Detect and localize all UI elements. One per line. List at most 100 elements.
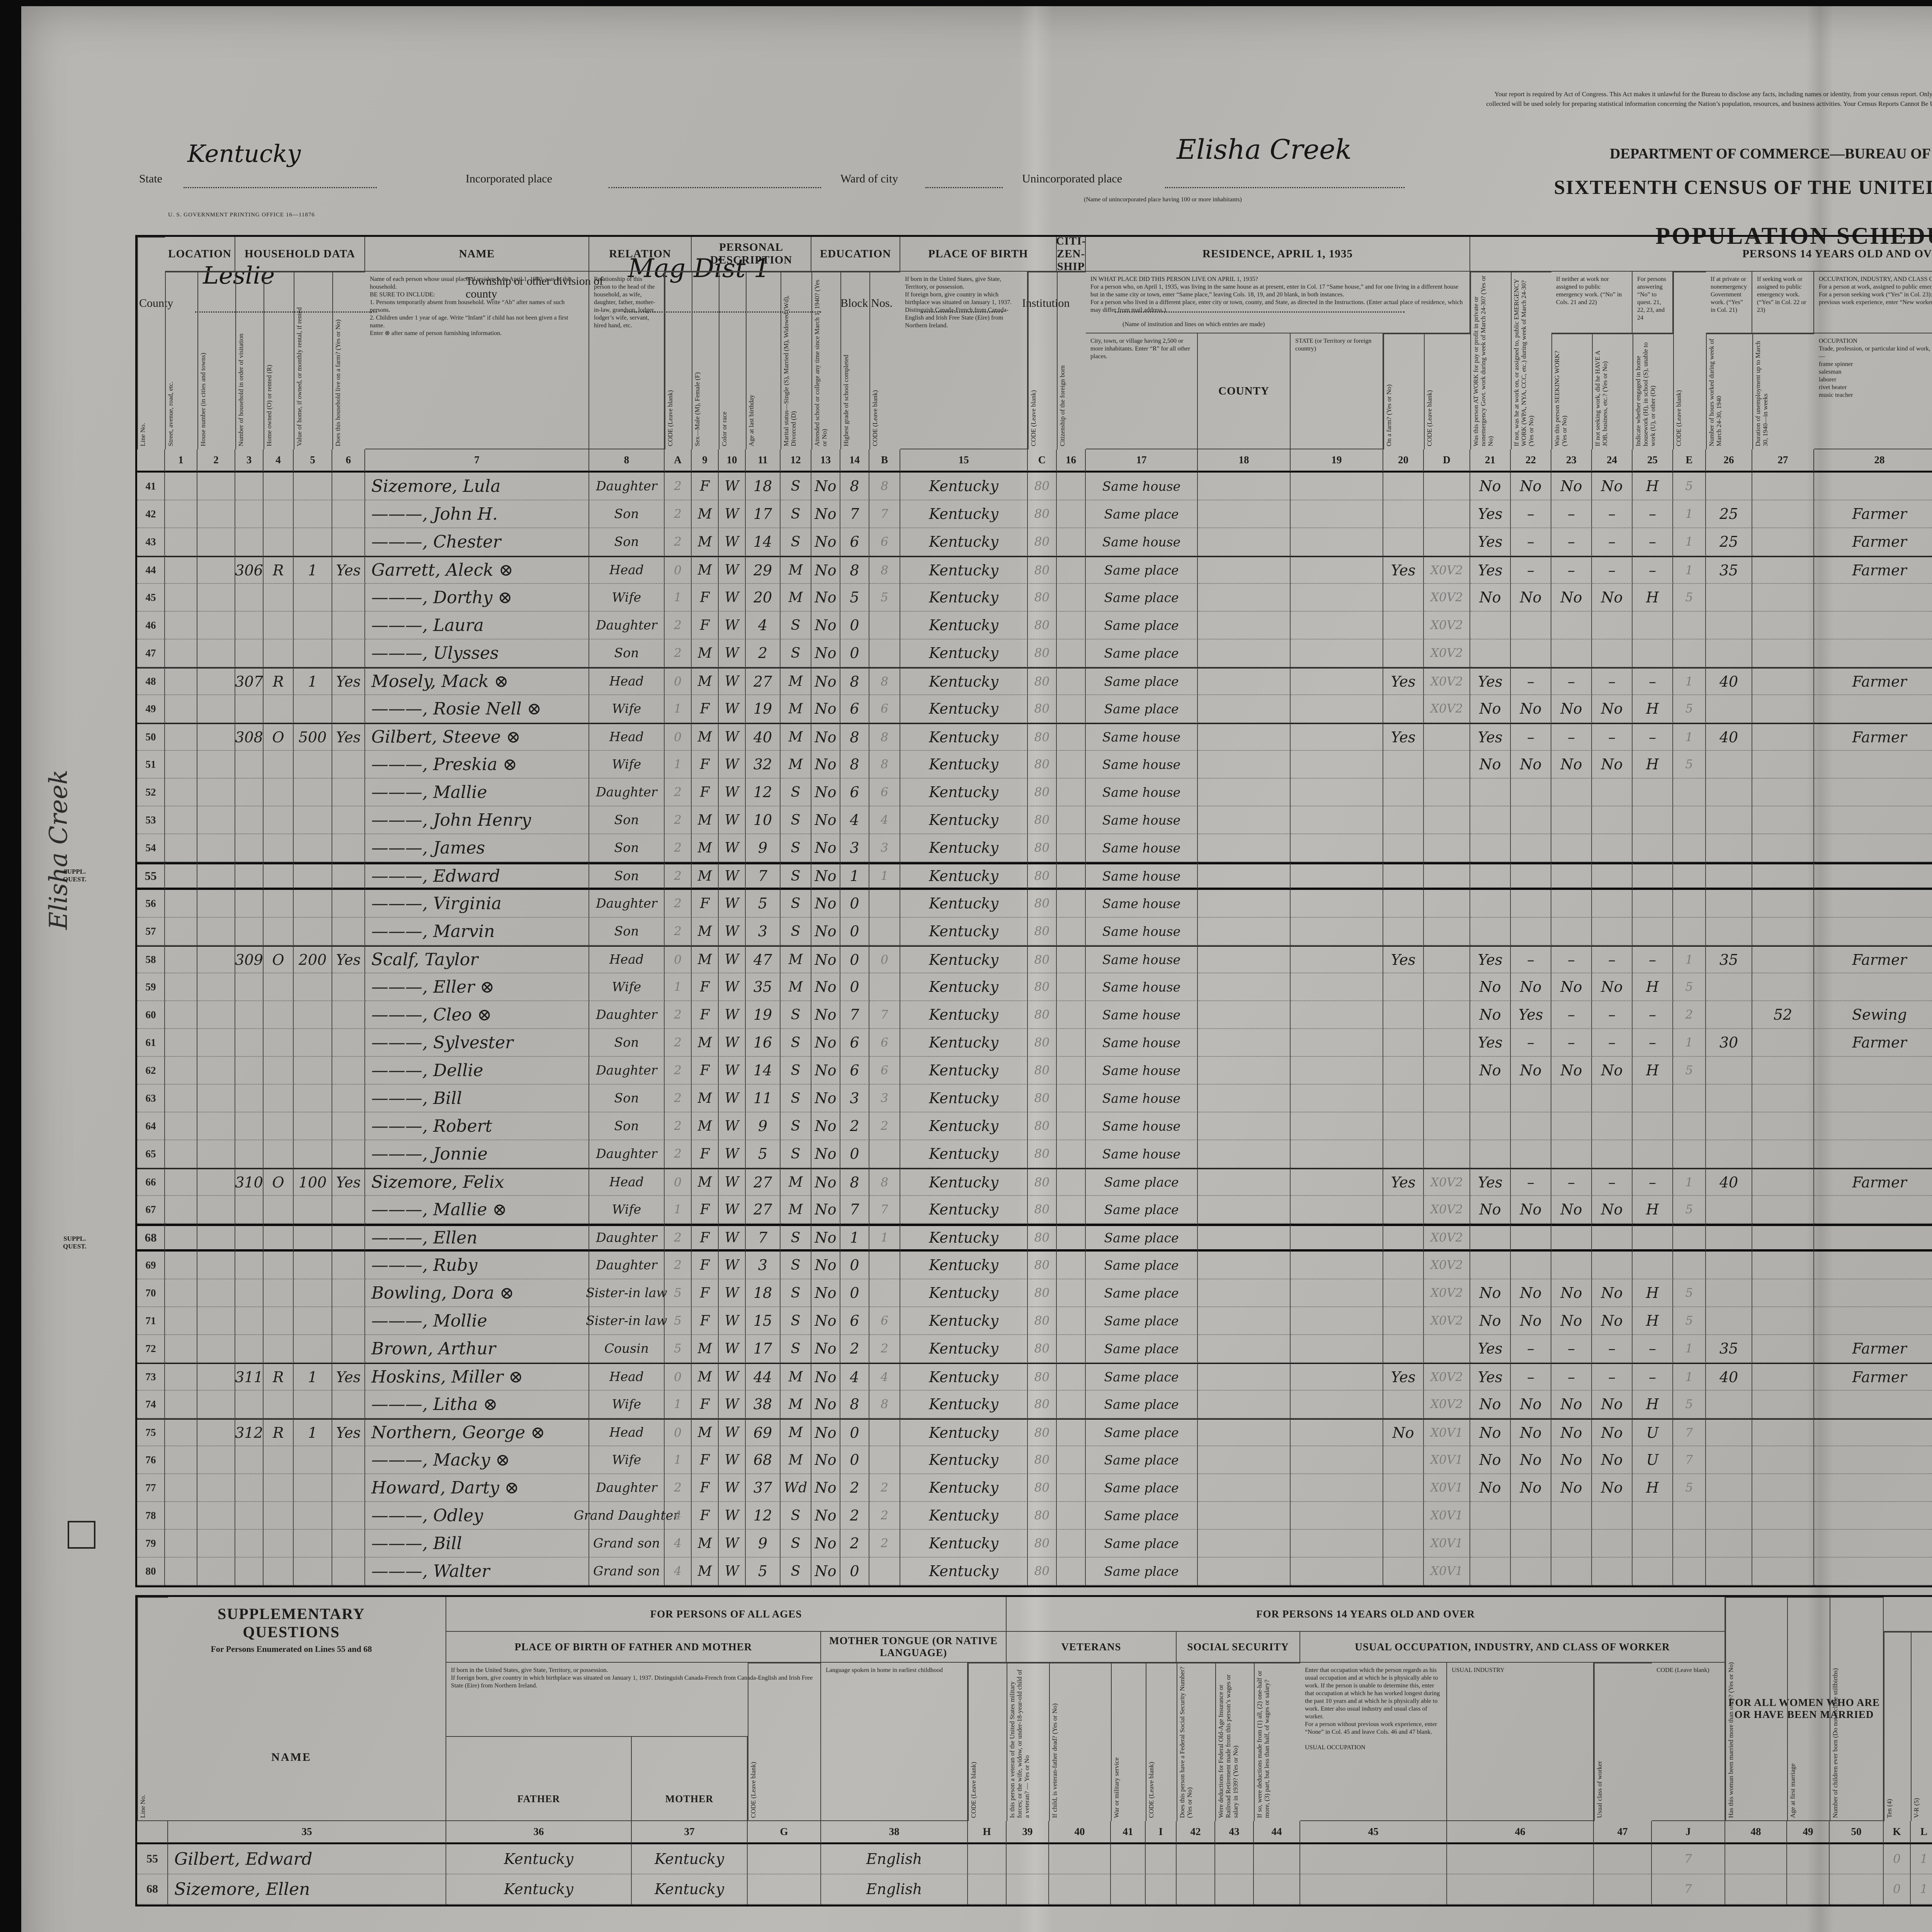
- row79-farm: [332, 1530, 365, 1558]
- row63-sex: M: [692, 1085, 719, 1112]
- row58-dur: [1752, 946, 1814, 973]
- row74-hrs: [1706, 1391, 1752, 1418]
- row48-cD: X0V2: [1424, 667, 1470, 695]
- row42-q24: –: [1592, 500, 1633, 528]
- row47-res: Same place: [1086, 639, 1198, 667]
- state-value: Kentucky: [187, 139, 301, 168]
- row73-q23: –: [1551, 1363, 1592, 1391]
- row47-occ: [1814, 639, 1932, 667]
- row65-sex: F: [692, 1140, 719, 1168]
- row42-dur: [1752, 500, 1814, 528]
- row76-farm: [332, 1446, 365, 1474]
- row59-rel: Wife: [589, 973, 665, 1001]
- row68-q22: [1511, 1224, 1551, 1252]
- row48-ln: 48: [137, 667, 165, 695]
- row56-bpl: Kentucky: [900, 890, 1028, 918]
- row57-q25: [1633, 918, 1673, 946]
- unincorporated-label: Unincorporated place: [1022, 172, 1122, 185]
- row49-cit: [1057, 695, 1086, 723]
- row53-cit: [1057, 806, 1086, 834]
- row54-sex: M: [692, 834, 719, 862]
- row50-occ: Farmer: [1814, 723, 1932, 751]
- row76-cB: [869, 1446, 900, 1474]
- row41-cnty: [1198, 473, 1291, 500]
- row61-q22: –: [1511, 1029, 1551, 1057]
- row45-cit: [1057, 584, 1086, 612]
- row71-f35: [1383, 1307, 1424, 1335]
- row56-cit: [1057, 890, 1086, 918]
- row65-dur: [1752, 1140, 1814, 1168]
- row77-st: [165, 1474, 197, 1502]
- row41-rel: Daughter: [589, 473, 665, 500]
- row70-farm: [332, 1279, 365, 1307]
- row62-cD: [1424, 1057, 1470, 1085]
- row74-ten: [264, 1391, 294, 1418]
- pob-parents-title: PLACE OF BIRTH OF FATHER AND MOTHER: [446, 1632, 821, 1663]
- row63-rel: Son: [589, 1085, 665, 1112]
- state-label: State: [139, 172, 162, 185]
- row61-q23: –: [1551, 1029, 1592, 1057]
- row64-st: [165, 1112, 197, 1140]
- row56-hrs: [1706, 890, 1752, 918]
- row71-ten: [264, 1307, 294, 1335]
- row58-ln: 58: [137, 946, 165, 973]
- row76-q22: No: [1511, 1446, 1551, 1474]
- row43-cC: 80: [1028, 528, 1057, 556]
- row74-sch: No: [811, 1391, 840, 1418]
- row57-ten: [264, 918, 294, 946]
- row51-bpl: Kentucky: [900, 751, 1028, 779]
- row73-sch: No: [811, 1363, 840, 1391]
- supp-column-number: K: [1884, 1821, 1911, 1844]
- row73-occ: Farmer: [1814, 1363, 1932, 1391]
- row62-cit: [1057, 1057, 1086, 1085]
- row68-farm: [332, 1224, 365, 1252]
- row73-mar: M: [781, 1363, 811, 1391]
- row61-cD: [1424, 1029, 1470, 1057]
- row47-q23: [1551, 639, 1592, 667]
- row64-q22: [1511, 1112, 1551, 1140]
- row74-st: [165, 1391, 197, 1418]
- row61-ln: 61: [137, 1029, 165, 1057]
- row61-cnty: [1198, 1029, 1291, 1057]
- row58-q24: –: [1592, 946, 1633, 973]
- row56-cA: 2: [665, 890, 692, 918]
- row54-val: [294, 834, 332, 862]
- row78-cE: [1673, 1502, 1706, 1530]
- incorporated-rule: [609, 187, 821, 188]
- row55-cit: [1057, 862, 1086, 890]
- row57-cD: [1424, 918, 1470, 946]
- row43-q22: –: [1511, 528, 1551, 556]
- row47-ln: 47: [137, 639, 165, 667]
- row44-mar: M: [781, 556, 811, 584]
- row44-age: 29: [746, 556, 781, 584]
- row73-race: W: [719, 1363, 746, 1391]
- row76-age: 68: [746, 1446, 781, 1474]
- row73-q24: –: [1592, 1363, 1633, 1391]
- row68-dur: [1752, 1224, 1814, 1252]
- row51-q21: No: [1470, 751, 1511, 779]
- row62-q23: No: [1551, 1057, 1592, 1085]
- row41-cC: 80: [1028, 473, 1057, 500]
- header-residence-city: City, town, or village having 2,500 or m…: [1086, 333, 1198, 449]
- row77-dur: [1752, 1474, 1814, 1502]
- row44-sch: No: [811, 556, 840, 584]
- row71-mar: S: [781, 1307, 811, 1335]
- row65-ten: [264, 1140, 294, 1168]
- row68-hrs: [1706, 1224, 1752, 1252]
- row42-farm: [332, 500, 365, 528]
- row56-dur: [1752, 890, 1814, 918]
- row50-grd: 8: [840, 723, 869, 751]
- row43-bpl: Kentucky: [900, 528, 1028, 556]
- incorporated-place-label: Incorporated place: [466, 172, 553, 185]
- row71-dur: [1752, 1307, 1814, 1335]
- symbols-title: SYMBOLS AND EXPLANATORY NOTES: [135, 1929, 316, 1932]
- row61-grd: 6: [840, 1029, 869, 1057]
- row46-occ: [1814, 612, 1932, 639]
- row53-cD: [1424, 806, 1470, 834]
- row53-cE: [1673, 806, 1706, 834]
- row70-q21: No: [1470, 1279, 1511, 1307]
- row58-cD: [1424, 946, 1470, 973]
- row47-hn: [197, 639, 235, 667]
- row69-hrs: [1706, 1252, 1752, 1279]
- header-q26-note: If at private or nonemergency Government…: [1706, 272, 1752, 333]
